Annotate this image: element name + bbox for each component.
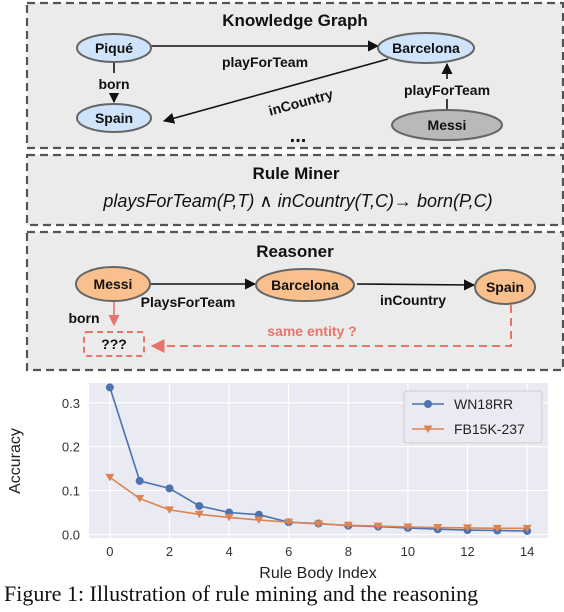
node-messi-reasoner-label: Messi [94, 276, 133, 292]
data-point-fb15k-237 [343, 521, 353, 530]
data-point-fb15k-237 [284, 518, 294, 527]
x-tick-label: 4 [225, 544, 232, 559]
node-barcelona-label: Barcelona [392, 40, 460, 56]
node-barcelona-reasoner-label: Barcelona [271, 277, 339, 293]
y-axis-label: Accuracy [7, 428, 24, 494]
node-spain-reasoner [474, 269, 536, 305]
born-label-bg [95, 73, 133, 93]
edge-label-in-country-reasoner: inCountry [380, 292, 446, 308]
data-point-wn18rr [105, 383, 114, 392]
y-tick-label: 0.2 [62, 440, 80, 455]
rule-miner-title: Rule Miner [253, 164, 340, 183]
x-tick-label: 14 [520, 544, 534, 559]
rule-miner-frame [25, 153, 564, 227]
y-tick-label: 0.0 [62, 527, 80, 542]
data-point-fb15k-237 [224, 513, 234, 522]
data-point-fb15k-237 [314, 520, 323, 528]
figure-caption: Figure 1: Illustration of rule mining an… [4, 581, 479, 606]
kg-ellipsis: ... [290, 125, 307, 147]
data-point-fb15k-237 [105, 473, 115, 482]
data-point-wn18rr [135, 476, 144, 485]
data-point-wn18rr [195, 501, 204, 510]
edge-barcelona-spain [162, 58, 389, 124]
node-pique-label: Piqué [95, 40, 133, 56]
x-tick-label: 10 [401, 544, 415, 559]
legend-label-fb15k: FB15K-237 [454, 421, 525, 437]
node-spain [76, 103, 152, 133]
legend: WN18RR FB15K-237 [403, 390, 543, 444]
knowledge-graph-panel: Knowledge Graph playForTeam born inCount… [25, 1, 564, 150]
series-group [105, 383, 532, 535]
legend-marker-fb15k [423, 425, 433, 433]
y-tick-label: 0.1 [62, 484, 80, 499]
x-tick-label: 6 [285, 544, 292, 559]
y-tick-label: 0.3 [62, 396, 80, 411]
same-entity-connector [150, 305, 512, 353]
x-tick-label: 0 [106, 544, 113, 559]
grid [89, 383, 548, 538]
data-point-wn18rr [165, 484, 174, 493]
edge-label-born-reasoner: born [68, 310, 99, 326]
node-pique [76, 33, 152, 63]
node-unknown-label: ??? [101, 336, 127, 352]
data-point-fb15k-237 [194, 510, 204, 519]
edge-label-born: born [98, 76, 129, 92]
kg-title: Knowledge Graph [222, 11, 367, 30]
data-point-fb15k-237 [403, 523, 413, 532]
data-point-fb15k-237 [135, 494, 145, 503]
x-tick-label: 12 [460, 544, 474, 559]
node-barcelona-reasoner [255, 268, 355, 302]
data-point-fb15k-237 [492, 524, 502, 533]
same-entity-label: same entity ? [267, 323, 356, 339]
edge-label-plays-for-team: PlaysForTeam [141, 294, 236, 310]
data-point-fb15k-237 [164, 506, 174, 514]
accuracy-chart: 0 2 4 6 8 10 12 140.00.10.20.3 Rule Body Index … [7, 383, 548, 582]
node-messi-label: Messi [428, 117, 467, 133]
x-tick-label: 8 [345, 544, 352, 559]
rule-text: playsForTeam(P,T) ∧ inCountry(T,C)→ born… [102, 191, 492, 211]
node-messi [391, 109, 503, 141]
node-spain-reasoner-label: Spain [486, 279, 524, 295]
legend-marker-wn18rr [424, 400, 432, 408]
data-point-fb15k-237 [433, 523, 443, 532]
node-messi-reasoner [75, 266, 151, 302]
legend-label-wn18rr: WN18RR [454, 396, 513, 412]
data-point-fb15k-237 [373, 522, 383, 531]
x-axis-label: Rule Body Index [259, 565, 376, 582]
play-for-team-label-bg [398, 79, 496, 99]
data-point-fb15k-237 [254, 516, 264, 524]
edge-label-play-for-team: playForTeam [222, 54, 308, 70]
reasoner-panel: Reasoner PlaysForTeam inCountry born ???… [25, 230, 564, 372]
node-spain-label: Spain [95, 110, 133, 126]
edge-barcelona-spain-reasoner [356, 279, 476, 291]
data-point-fb15k-237 [463, 524, 473, 532]
edge-label-play-for-team-right: playForTeam [404, 82, 490, 98]
x-tick-label: 2 [166, 544, 173, 559]
data-point-fb15k-237 [522, 524, 532, 533]
node-barcelona [377, 32, 475, 64]
rule-miner-panel: Rule Miner playsForTeam(P,T) ∧ inCountry… [25, 153, 564, 227]
reasoner-title: Reasoner [256, 242, 334, 261]
tick-labels: 0 2 4 6 8 10 12 14 0.0 0.1 0.2 0.3 [62, 396, 534, 559]
